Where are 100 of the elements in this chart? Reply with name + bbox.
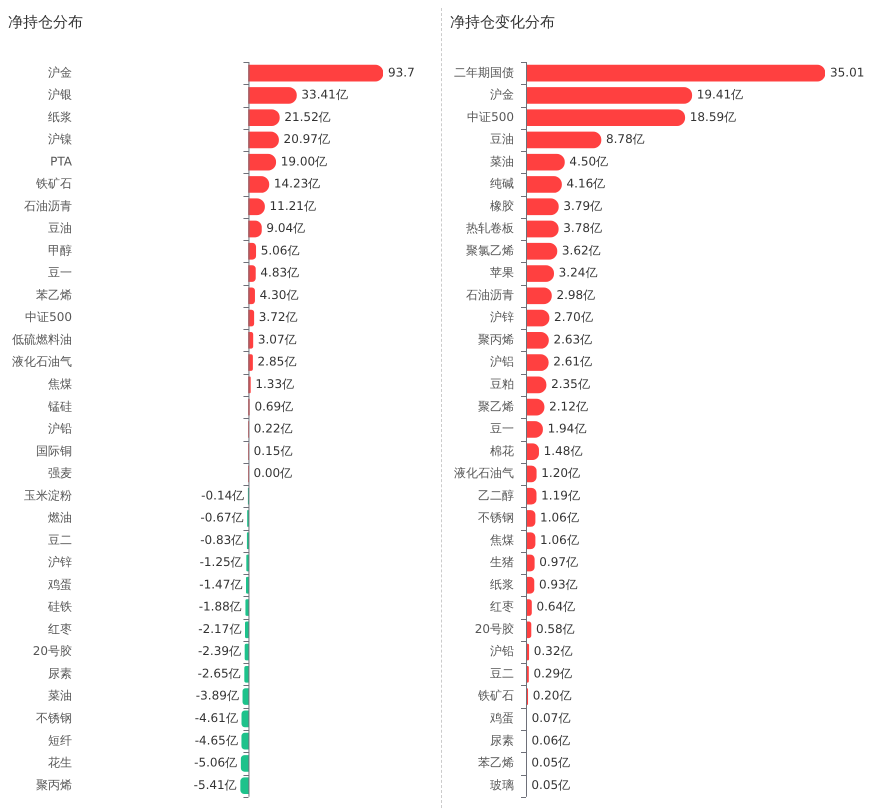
- y-tick-label: 沪银: [48, 88, 72, 102]
- y-tick-label: 中证500: [25, 310, 72, 324]
- y-tick-label: 豆油: [48, 221, 72, 236]
- data-label: 0.64亿: [536, 600, 576, 614]
- data-label: 4.16亿: [566, 176, 606, 191]
- y-tick-label: 沪铅: [48, 422, 72, 436]
- y-tick-label: 苯乙烯: [478, 756, 514, 770]
- y-tick-label: 纸浆: [490, 577, 514, 592]
- y-tick-label: 花生: [48, 756, 72, 770]
- data-label: 0.32亿: [534, 644, 572, 658]
- y-tick-label: PTA: [50, 154, 73, 168]
- data-label: 0.69亿: [254, 399, 294, 414]
- y-tick-label: 焦煤: [48, 376, 72, 391]
- chart-title: 净持仓变化分布: [450, 12, 555, 31]
- y-tick-label: 豆粕: [490, 376, 514, 391]
- data-label: 2.98亿: [556, 288, 596, 302]
- data-label: -0.67亿: [200, 510, 244, 525]
- y-tick-label: 不锈钢: [36, 710, 72, 725]
- text: 净持仓分布: [8, 12, 83, 31]
- data-label: 0.20亿: [532, 688, 572, 703]
- y-tick-label: 聚丙烯: [36, 778, 72, 792]
- y-tick-label: 玻璃: [490, 778, 514, 792]
- data-label: 21.52亿: [284, 110, 331, 124]
- data-label: 1.33亿: [255, 376, 294, 391]
- y-tick-label: 20号胶: [474, 622, 514, 636]
- data-label: 93.7: [388, 65, 415, 80]
- y-tick-label: 菜油: [490, 154, 514, 168]
- y-tick-label: 二年期国债: [454, 65, 514, 80]
- data-label: 0.05亿: [531, 756, 570, 770]
- data-label: 3.78亿: [563, 221, 602, 236]
- data-label: 35.01: [830, 65, 864, 80]
- y-tick-label: 玉米淀粉: [24, 488, 72, 502]
- data-label: -5.41亿: [194, 778, 237, 792]
- data-label: 0.05亿: [531, 778, 570, 792]
- data-label: 2.85亿: [258, 354, 296, 369]
- data-label: 0.97亿: [539, 555, 578, 570]
- data-label: -3.89亿: [196, 688, 239, 703]
- y-tick-label: 生猪: [490, 555, 514, 570]
- y-tick-label: 橡胶: [490, 198, 514, 213]
- data-label: 9.04亿: [266, 221, 306, 236]
- data-label: -0.83亿: [200, 532, 244, 547]
- y-tick-label: 红枣: [490, 600, 514, 614]
- data-label: -5.06亿: [194, 756, 238, 770]
- data-label: 2.35亿: [551, 376, 590, 391]
- data-label: 20.97亿: [284, 132, 330, 146]
- data-label: 1.20亿: [541, 466, 580, 480]
- y-tick-label: 石油沥青: [24, 198, 72, 213]
- y-tick-label: 豆一: [48, 266, 72, 280]
- y-tick-label: 鸡蛋: [489, 710, 514, 725]
- y-tick-label: 豆一: [490, 422, 514, 436]
- y-tick-label: 沪铝: [490, 354, 514, 369]
- data-label: 2.63亿: [553, 332, 592, 346]
- data-label: 0.22亿: [254, 422, 292, 436]
- y-tick-label: 沪金: [490, 88, 514, 102]
- y-tick-label: 焦煤: [490, 532, 514, 547]
- data-label: -0.14亿: [201, 488, 244, 502]
- y-tick-label: 豆油: [490, 132, 514, 146]
- y-tick-label: 20号胶: [32, 644, 72, 658]
- data-label: 5.06亿: [260, 243, 300, 258]
- data-label: 1.06亿: [540, 532, 579, 547]
- data-label: -4.65亿: [194, 733, 238, 748]
- y-tick-label: 聚丙烯: [478, 332, 514, 346]
- y-tick-label: 沪铅: [490, 644, 514, 658]
- y-tick-label: 沪金: [48, 65, 72, 80]
- y-tick-label: 液化石油气: [12, 354, 72, 369]
- data-label: 0.93亿: [538, 577, 578, 592]
- data-label: -2.39亿: [198, 644, 242, 658]
- data-label: -1.25亿: [200, 555, 243, 570]
- y-tick-label: 纯碱: [490, 176, 514, 191]
- y-tick-label: 豆二: [490, 666, 514, 680]
- y-tick-label: 沪镍: [48, 132, 72, 146]
- data-label: 0.06亿: [532, 733, 570, 748]
- data-label: 8.78亿: [606, 132, 645, 146]
- y-tick-label: 棉花: [490, 444, 514, 458]
- y-tick-label: 苯乙烯: [36, 288, 72, 302]
- data-label: 3.24亿: [558, 266, 598, 280]
- data-label: 1.19亿: [541, 488, 580, 502]
- data-label: -2.65亿: [198, 666, 241, 680]
- y-tick-label: 鸡蛋: [47, 577, 72, 592]
- data-label: 0.07亿: [532, 710, 570, 725]
- y-tick-label: 锰硅: [47, 399, 72, 414]
- data-label: 0.15亿: [254, 444, 292, 458]
- data-label: 33.41亿: [301, 88, 348, 102]
- y-tick-label: 铁矿石: [35, 176, 72, 191]
- y-tick-label: 铁矿石: [477, 688, 514, 703]
- data-label: 3.72亿: [258, 310, 298, 324]
- y-tick-label: 菜油: [48, 688, 72, 703]
- y-tick-label: 沪锌: [48, 555, 72, 570]
- y-tick-label: 纸浆: [48, 110, 72, 124]
- y-tick-label: 燃油: [48, 510, 72, 525]
- y-tick-label: 液化石油气: [454, 466, 514, 480]
- data-label: 2.70亿: [554, 310, 593, 324]
- data-label: 3.62亿: [562, 243, 601, 258]
- data-label: -2.17亿: [198, 622, 242, 636]
- y-tick-label: 甲醇: [48, 243, 72, 258]
- y-tick-label: 苹果: [490, 266, 514, 280]
- data-label: 1.94亿: [548, 422, 586, 436]
- y-tick-label: 热轧卷板: [466, 221, 514, 236]
- y-tick-label: 尿素: [48, 666, 72, 680]
- y-tick-label: 国际铜: [36, 444, 72, 458]
